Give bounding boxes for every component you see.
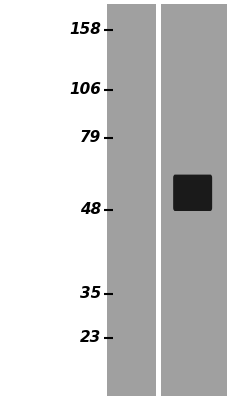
Text: 79: 79 xyxy=(80,130,101,146)
FancyBboxPatch shape xyxy=(173,174,211,211)
Text: 106: 106 xyxy=(69,82,101,98)
Bar xyxy=(107,4,155,396)
Text: 48: 48 xyxy=(80,202,101,218)
Text: 158: 158 xyxy=(69,22,101,38)
Bar xyxy=(155,4,160,396)
Bar xyxy=(160,4,227,396)
Text: 23: 23 xyxy=(80,330,101,346)
Text: 35: 35 xyxy=(80,286,101,302)
